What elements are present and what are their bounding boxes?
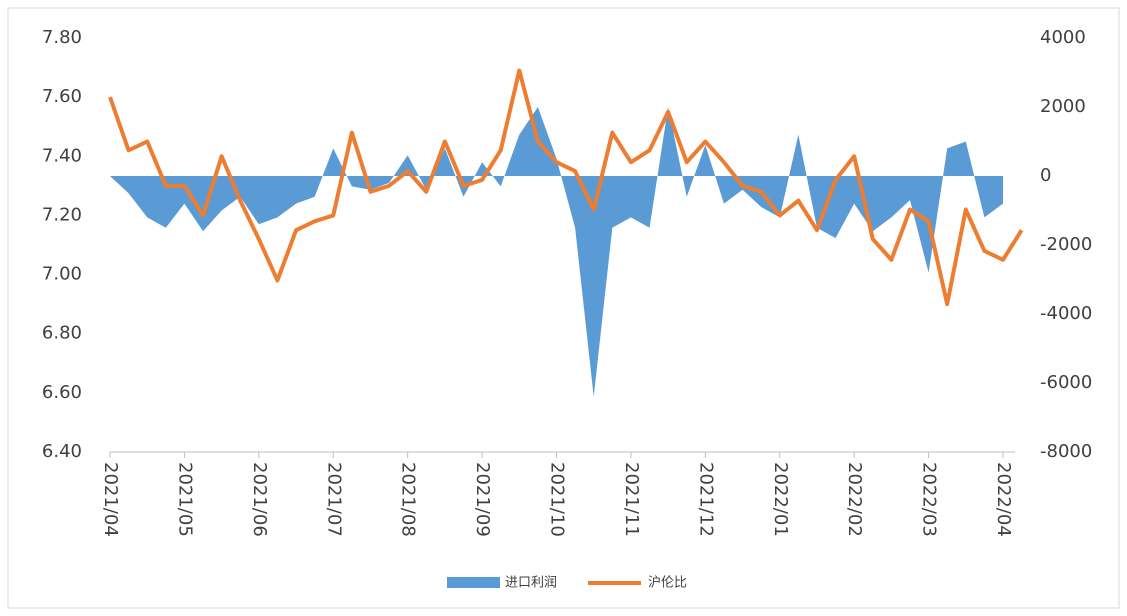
- x-tick-label: 2021/09: [472, 462, 493, 537]
- y2-tick-label: -8000: [1040, 441, 1092, 462]
- x-tick-label: 2021/12: [695, 462, 716, 537]
- legend-label: 进口利润: [505, 576, 557, 591]
- x-tick-label: 2022/01: [770, 462, 791, 537]
- y2-tick-label: 2000: [1040, 96, 1086, 117]
- x-tick-label: 2022/04: [993, 462, 1014, 537]
- y2-tick-label: 4000: [1040, 27, 1086, 48]
- x-tick-label: 2021/05: [174, 462, 195, 537]
- chart-frame: [7, 7, 1120, 609]
- x-tick-label: 2022/03: [919, 462, 940, 537]
- x-tick-label: 2021/06: [249, 462, 270, 537]
- y-tick-label: 6.40: [42, 441, 82, 462]
- ratio-line: [108, 68, 1024, 307]
- y-tick-label: 7.00: [42, 264, 82, 285]
- y2-tick-label: -6000: [1040, 372, 1092, 393]
- legend-swatch: [447, 577, 500, 588]
- x-tick-label: 2021/04: [100, 462, 121, 537]
- y-tick-label: 6.80: [42, 323, 82, 344]
- x-tick-label: 2021/10: [547, 462, 568, 537]
- y-tick-label: 6.60: [42, 382, 82, 403]
- x-tick-label: 2021/07: [323, 462, 344, 537]
- y-tick-label: 7.40: [42, 145, 82, 166]
- x-tick-label: 2022/02: [844, 462, 865, 537]
- y-tick-label: 7.20: [42, 204, 82, 225]
- x-tick-label: 2021/08: [398, 462, 419, 537]
- y2-tick-label: 0: [1040, 165, 1051, 186]
- legend-label: 沪伦比: [648, 575, 687, 591]
- y2-tick-label: -2000: [1040, 234, 1092, 255]
- x-tick-label: 2021/11: [621, 462, 642, 537]
- y-tick-label: 7.80: [42, 27, 82, 48]
- y2-tick-label: -4000: [1040, 303, 1092, 324]
- y-tick-label: 7.60: [42, 86, 82, 107]
- profit-area: [110, 107, 1003, 397]
